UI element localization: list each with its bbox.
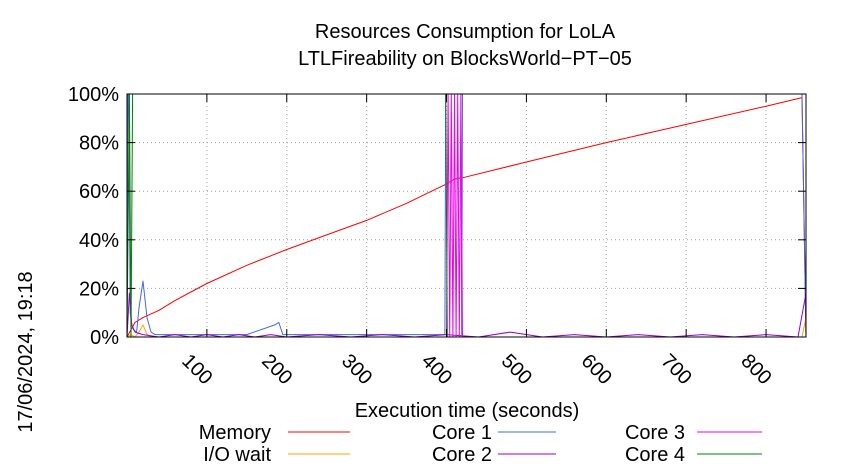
legend-label-core-1: Core 1	[432, 422, 492, 444]
x-tick-label-100: 100	[177, 350, 216, 389]
axes: 0% 20% 40% 60% 80% 100% 100 200 300 400 500 600 700 8…	[68, 84, 807, 389]
legend-label-core-3: Core 3	[625, 422, 685, 444]
x-tick-label-400: 400	[417, 350, 456, 389]
x-tick-label-300: 300	[337, 350, 376, 389]
series-line-memory	[126, 97, 807, 338]
x-tick-label-600: 600	[577, 350, 616, 389]
series-line-i-o-wait	[126, 317, 807, 338]
plot-area	[126, 93, 807, 338]
chart-title-line-2: LTLFireability on BlocksWorld−PT−05	[298, 48, 632, 70]
y-tick-label-80: 80%	[79, 133, 119, 155]
y-tick-label-0: 0%	[90, 327, 119, 349]
legend-label-core-2: Core 2	[432, 444, 492, 466]
y-tick-label-100: 100%	[68, 84, 119, 106]
legend-label-memory: Memory	[199, 422, 271, 444]
chart-title-line-1: Resources Consumption for LoLA	[315, 21, 616, 43]
x-tick-label-800: 800	[737, 350, 776, 389]
plot-frame	[126, 93, 807, 338]
y-tick-label-60: 60%	[79, 181, 119, 203]
y-tick-label-20: 20%	[79, 278, 119, 300]
x-tick-label-700: 700	[657, 350, 696, 389]
series-line-core-1	[126, 93, 807, 338]
x-tick-label-200: 200	[257, 350, 296, 389]
series-line-core-3	[127, 93, 806, 338]
legend-label-i-o-wait: I/O wait	[203, 444, 271, 466]
legend-label-core-4: Core 4	[625, 444, 685, 466]
x-tick-label-500: 500	[497, 350, 536, 389]
series-line-core-4	[126, 93, 806, 338]
timestamp-label: 17/06/2024, 19:18	[15, 271, 37, 432]
y-tick-label-40: 40%	[79, 230, 119, 252]
grid-lines	[127, 94, 806, 337]
x-axis-label: Execution time (seconds)	[355, 400, 580, 422]
series-line-core-2	[126, 292, 807, 338]
